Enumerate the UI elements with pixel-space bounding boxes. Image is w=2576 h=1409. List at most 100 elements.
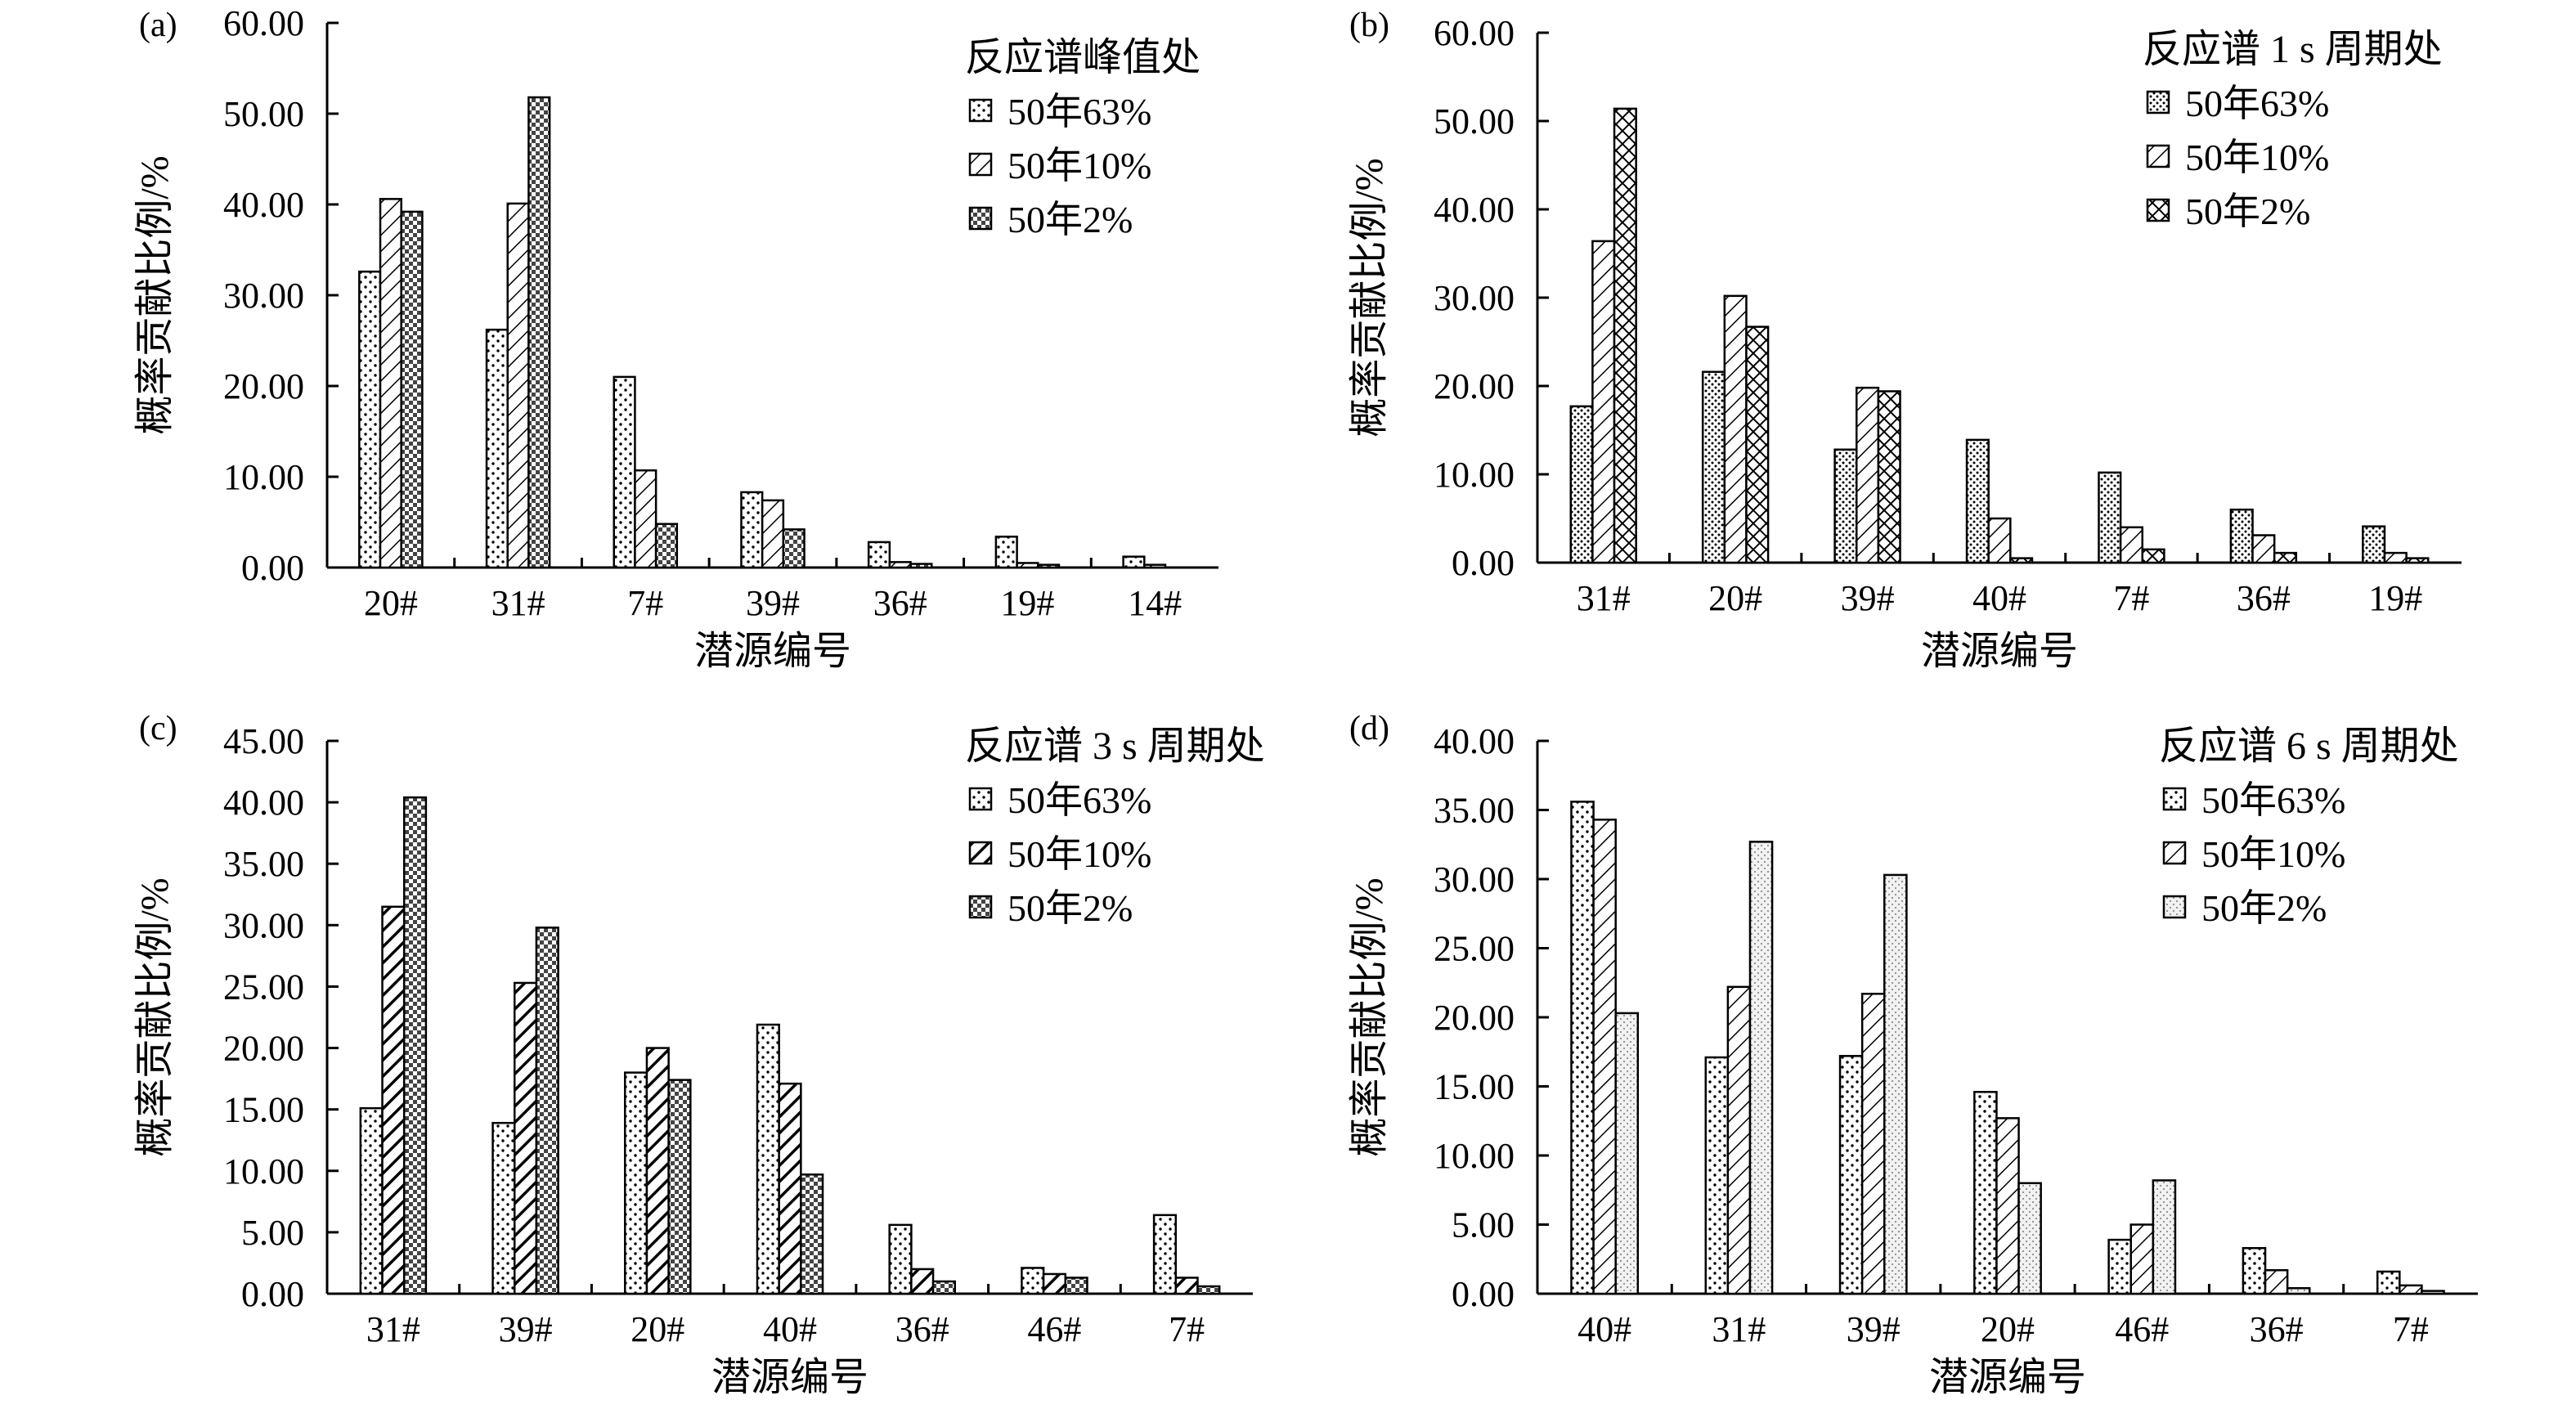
bar <box>1569 405 1594 564</box>
bar <box>2273 551 2298 564</box>
bar <box>1613 107 1637 564</box>
bar <box>1016 562 1039 569</box>
bar <box>2129 1223 2155 1295</box>
legend: 反应谱 3 s 周期处 50年63% 50年10% 50年2% <box>965 725 1265 929</box>
bar <box>1995 1117 2020 1295</box>
y-tick-label: 35.00 <box>1434 791 1515 831</box>
y-tick-label: 30.00 <box>1434 859 1515 900</box>
bar <box>931 1280 956 1295</box>
legend-swatch <box>2146 90 2170 114</box>
x-tick-label: 39# <box>1847 1309 1901 1349</box>
bar <box>1570 801 1595 1295</box>
chart-panel: (c) 0.00 5.00 10.00 15.00 20.00 25.00 30.00 35.0… <box>133 710 1265 1399</box>
x-tick-label: 7# <box>627 583 663 623</box>
legend-swatch <box>968 98 993 123</box>
legend-entry: 50年10% <box>2201 833 2345 875</box>
y-tick-label: 0.00 <box>241 548 304 588</box>
bar <box>1973 1091 1998 1295</box>
legend-swatch <box>2146 144 2170 168</box>
bar <box>1860 993 1886 1295</box>
y-tick-label: 15.00 <box>223 1090 304 1130</box>
y-tick-label: 60.00 <box>1434 13 1515 53</box>
y-tick-label: 60.00 <box>223 3 304 43</box>
bar <box>1152 1214 1178 1295</box>
bar <box>2017 1182 2042 1295</box>
bar <box>527 96 551 569</box>
y-tick-label: 20.00 <box>1434 998 1515 1038</box>
bar <box>2119 526 2143 564</box>
bar <box>2098 471 2122 564</box>
bar <box>2009 557 2034 564</box>
y-tick-label: 0.00 <box>1452 543 1515 583</box>
y-tick-label: 0.00 <box>241 1274 304 1314</box>
x-tick-label: 39# <box>1841 578 1895 618</box>
x-tick-label: 31# <box>491 583 545 623</box>
bar <box>2107 1238 2132 1295</box>
legend-swatch <box>968 841 993 865</box>
bar <box>1042 1272 1067 1295</box>
x-axis-title: 潜源编号 <box>1921 630 2078 673</box>
bar <box>1021 1267 1045 1295</box>
y-tick-label: 25.00 <box>223 967 304 1007</box>
bar <box>485 328 509 569</box>
bar <box>2242 1246 2267 1295</box>
bar <box>402 796 428 1295</box>
y-tick-label: 5.00 <box>241 1213 304 1253</box>
bar <box>1883 873 1908 1295</box>
bar <box>1591 240 1616 564</box>
y-tick-label: 15.00 <box>1434 1067 1515 1107</box>
y-tick-label: 25.00 <box>1434 929 1515 969</box>
bar <box>2264 1269 2289 1295</box>
y-tick-label: 30.00 <box>223 905 304 945</box>
bar <box>740 491 764 569</box>
bar <box>2229 508 2254 564</box>
bar <box>381 905 406 1295</box>
legend-entry: 50年10% <box>1008 833 1151 875</box>
x-tick-label: 39# <box>499 1309 553 1349</box>
legend-entry: 50年2% <box>1008 887 1133 929</box>
panel-label: (d) <box>1349 710 1389 747</box>
bar <box>358 270 382 569</box>
legend: 反应谱 6 s 周期处 50年63% 50年10% 50年2% <box>2159 725 2459 929</box>
chart-panel: (b) 0.00 10.00 20.00 30.00 40.00 50.00 60.00 31#… <box>1348 7 2462 673</box>
bar <box>1748 841 1774 1295</box>
bar <box>1143 563 1167 569</box>
bar <box>2152 1179 2177 1295</box>
bar <box>1037 563 1061 569</box>
legend-entry: 50年2% <box>1008 199 1133 240</box>
bar <box>1856 386 1880 564</box>
chart-panel: (d) 0.00 5.00 10.00 15.00 20.00 25.00 30.00 35.0… <box>1348 710 2478 1399</box>
legend-swatch <box>2162 895 2187 919</box>
bar <box>2286 1286 2311 1295</box>
x-axis-title: 潜源编号 <box>711 1356 868 1399</box>
x-tick-label: 31# <box>366 1309 420 1349</box>
x-tick-label: 20# <box>1981 1309 2035 1349</box>
x-tick-label: 46# <box>2115 1309 2169 1349</box>
bar <box>634 469 657 569</box>
bar <box>994 536 1018 569</box>
legend-swatch <box>968 787 993 811</box>
legend-swatch <box>2146 198 2170 222</box>
y-tick-label: 30.00 <box>1434 278 1515 318</box>
bar <box>1723 294 1748 564</box>
y-tick-label: 20.00 <box>223 1029 304 1069</box>
y-tick-label: 40.00 <box>1434 721 1515 761</box>
y-tick-label: 20.00 <box>1434 366 1515 406</box>
x-tick-label: 36# <box>895 1309 949 1349</box>
bar <box>756 1023 780 1295</box>
y-tick-label: 40.00 <box>1434 190 1515 230</box>
bar <box>1704 1056 1730 1295</box>
bar <box>909 563 933 569</box>
bar <box>2376 1270 2401 1295</box>
legend-swatch <box>968 206 993 231</box>
bar <box>359 1106 384 1295</box>
legend-entry: 50年10% <box>2185 137 2329 178</box>
x-tick-label: 36# <box>2237 578 2291 618</box>
bar <box>645 1047 670 1295</box>
bar <box>667 1079 692 1295</box>
legend-swatch <box>2162 787 2187 811</box>
bar <box>1122 555 1146 569</box>
bar <box>379 198 402 569</box>
bar <box>2383 551 2408 564</box>
bar <box>1987 517 2012 564</box>
